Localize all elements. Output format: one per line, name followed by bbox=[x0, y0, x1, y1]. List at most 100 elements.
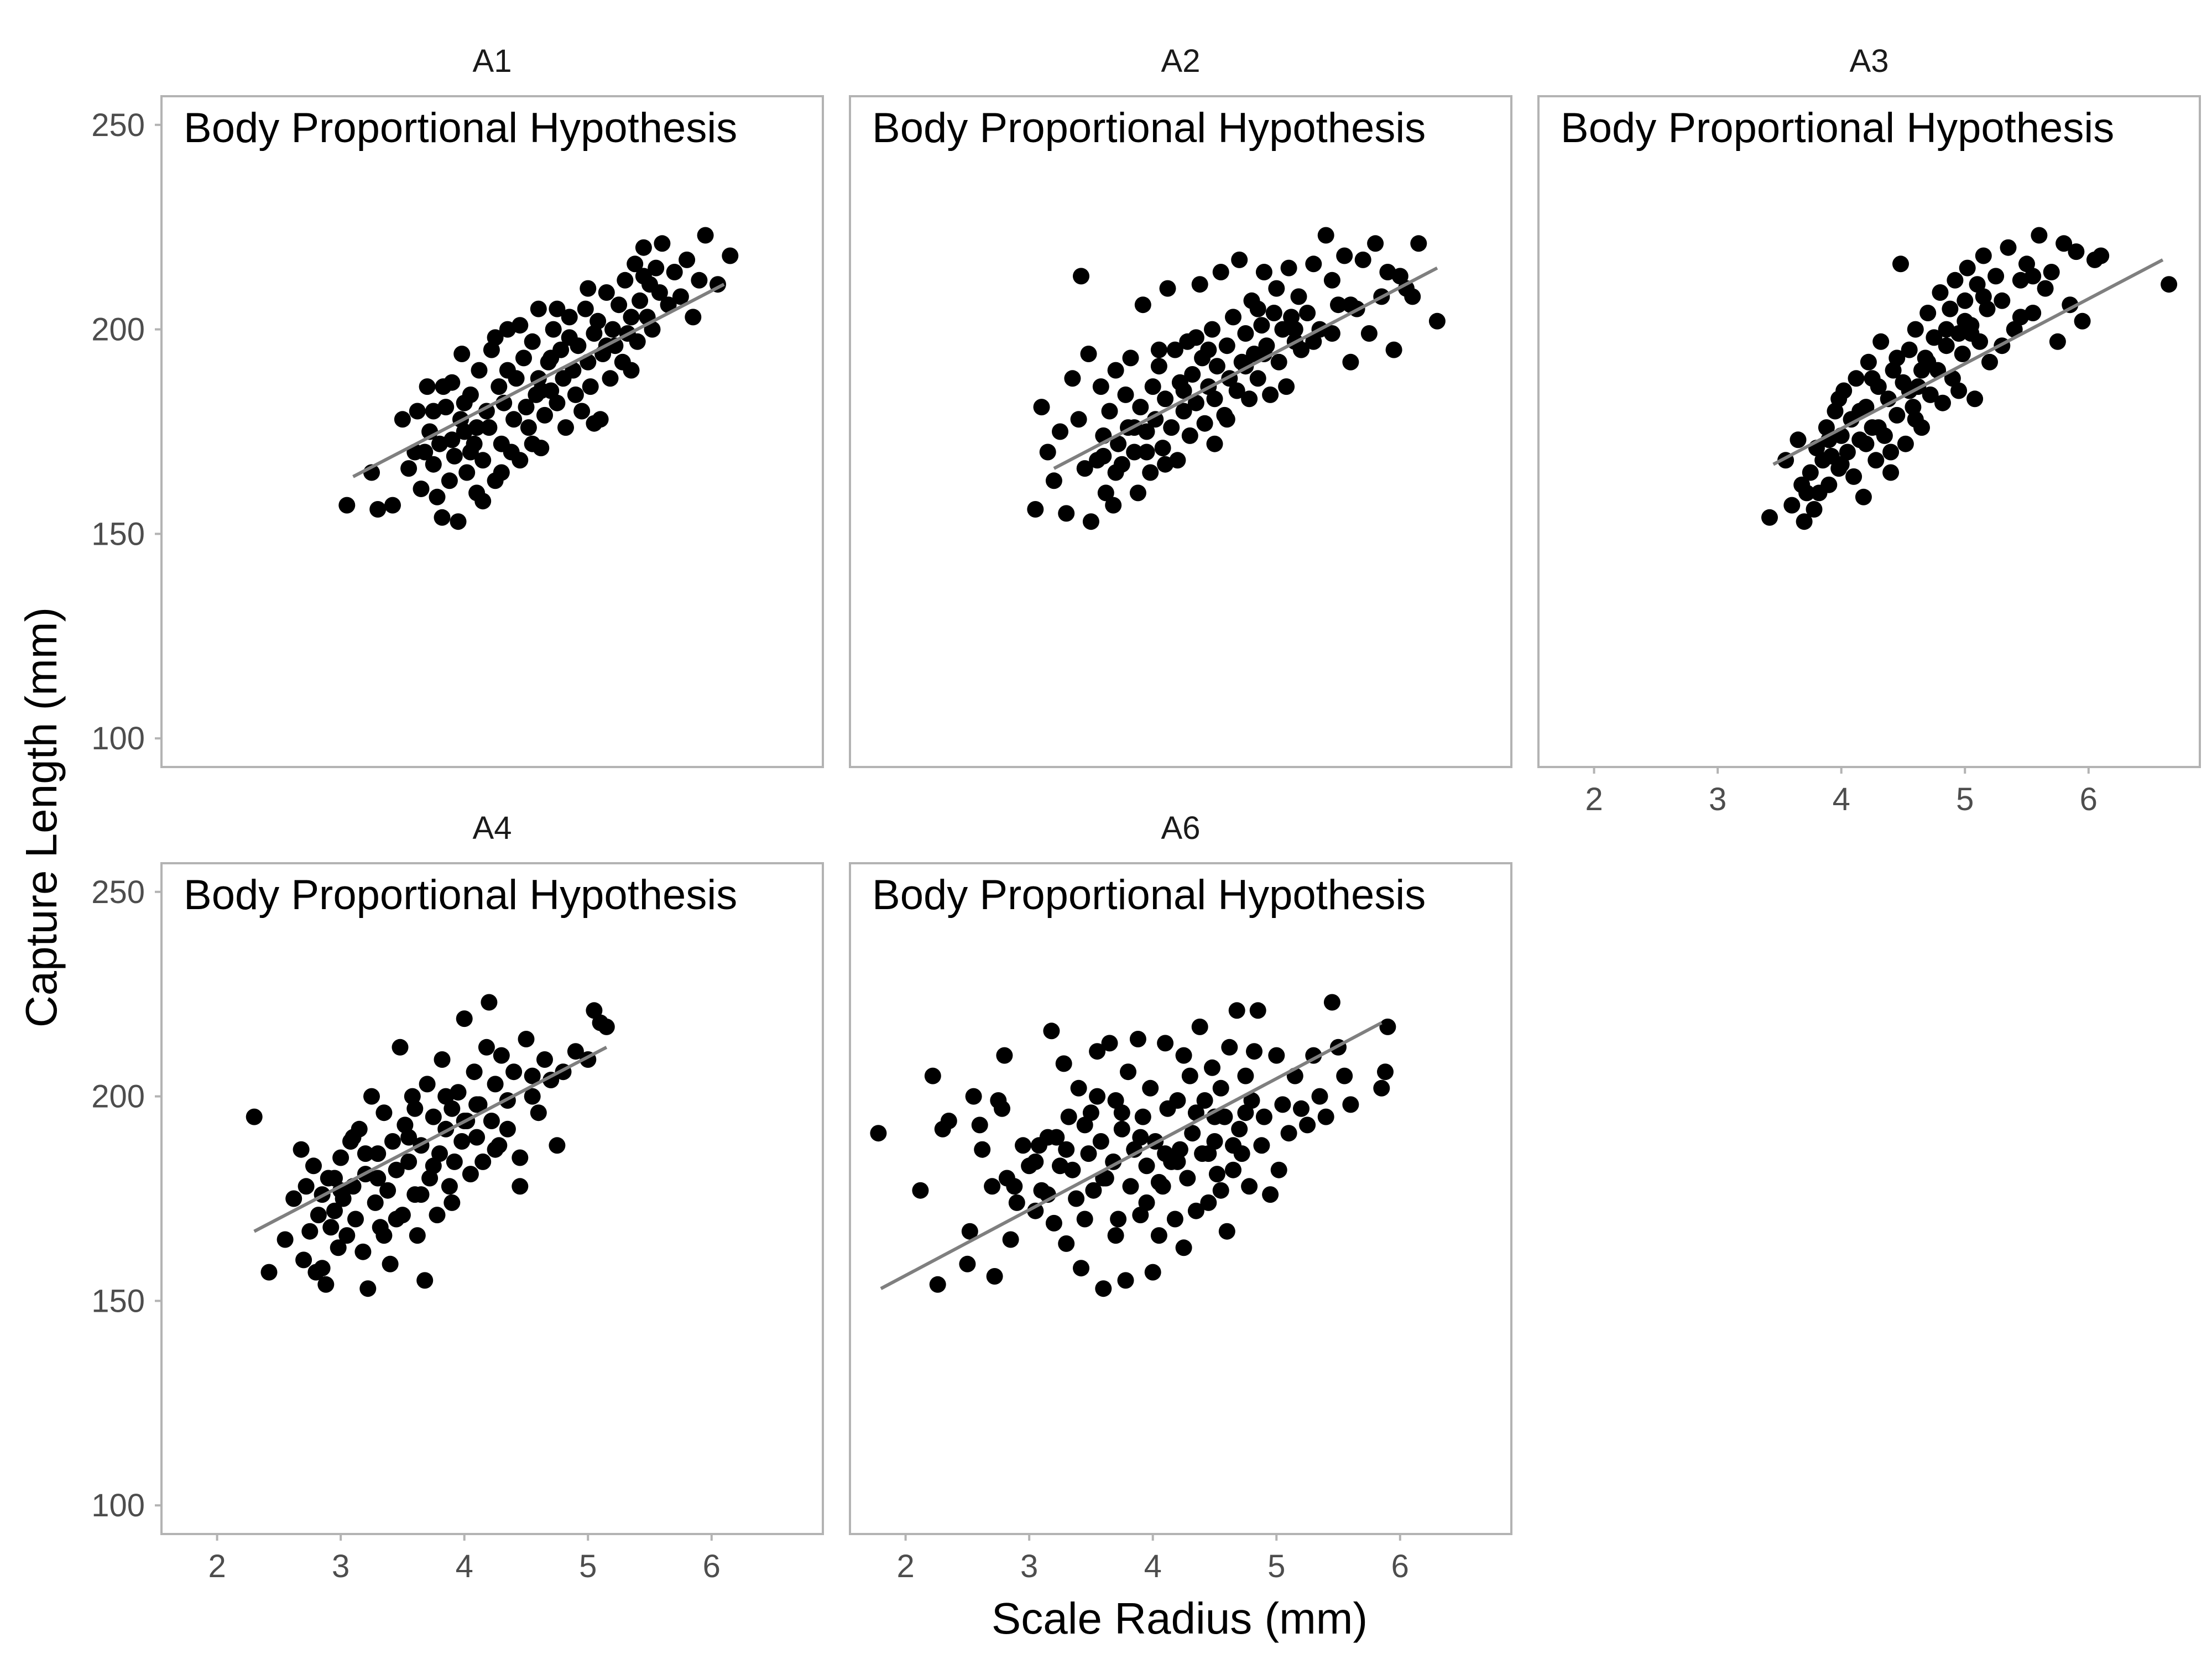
data-point bbox=[1122, 349, 1139, 367]
data-point bbox=[530, 300, 547, 317]
data-point bbox=[623, 309, 640, 326]
data-point bbox=[413, 481, 430, 497]
data-point bbox=[1845, 468, 1863, 485]
data-point bbox=[924, 1067, 941, 1084]
data-point bbox=[1225, 309, 1241, 326]
panel-border bbox=[1537, 95, 2201, 768]
data-point bbox=[1206, 435, 1223, 452]
data-point bbox=[870, 1125, 887, 1142]
data-point bbox=[1848, 370, 1865, 387]
data-point bbox=[648, 259, 665, 276]
data-point bbox=[1166, 341, 1183, 358]
points-group bbox=[1027, 227, 1446, 530]
data-point bbox=[1798, 484, 1815, 502]
data-point bbox=[1761, 509, 1778, 526]
data-point bbox=[1243, 1092, 1260, 1109]
data-point bbox=[512, 452, 529, 469]
data-point bbox=[357, 1145, 374, 1162]
data-point bbox=[345, 1129, 362, 1146]
data-point bbox=[1218, 411, 1235, 428]
data-point bbox=[1200, 341, 1217, 358]
x-tick-label: 4 bbox=[456, 1548, 473, 1584]
data-point bbox=[530, 1104, 547, 1121]
data-point bbox=[2074, 312, 2091, 330]
data-point bbox=[1045, 472, 1062, 489]
data-point bbox=[1870, 419, 1887, 436]
data-point bbox=[1268, 1047, 1285, 1064]
data-point bbox=[1959, 259, 1976, 276]
data-point bbox=[1191, 1018, 1208, 1035]
data-point bbox=[1783, 497, 1801, 514]
data-point bbox=[586, 1002, 603, 1019]
data-point bbox=[1212, 1079, 1229, 1097]
data-point bbox=[1175, 403, 1192, 420]
data-point bbox=[1249, 300, 1266, 317]
data-point bbox=[471, 362, 488, 379]
data-point bbox=[416, 444, 434, 461]
data-point bbox=[1058, 1235, 1075, 1252]
y-tick-label: 200 bbox=[91, 1079, 145, 1115]
data-point bbox=[549, 1137, 566, 1154]
data-point bbox=[1981, 353, 1998, 371]
data-point bbox=[520, 419, 537, 436]
data-point bbox=[487, 1076, 504, 1093]
data-point bbox=[468, 1096, 486, 1113]
data-point bbox=[347, 1211, 364, 1228]
data-point bbox=[611, 296, 628, 314]
data-point bbox=[444, 1194, 461, 1211]
data-point bbox=[483, 1113, 500, 1129]
data-point bbox=[1218, 1223, 1235, 1240]
data-point bbox=[1033, 399, 1050, 416]
data-point bbox=[1231, 1120, 1248, 1138]
data-point bbox=[1008, 1194, 1025, 1211]
data-point bbox=[965, 1088, 982, 1105]
data-point bbox=[1206, 1133, 1223, 1150]
data-point bbox=[1169, 1153, 1186, 1170]
data-point bbox=[1138, 1157, 1155, 1175]
data-point bbox=[1225, 1161, 1241, 1178]
data-point bbox=[629, 333, 646, 350]
panel-annotation: Body Proportional Hypothesis bbox=[872, 105, 1426, 152]
data-point bbox=[1360, 325, 1378, 342]
data-point bbox=[2000, 239, 2017, 256]
data-point bbox=[293, 1141, 310, 1158]
data-point bbox=[1278, 378, 1295, 395]
data-point bbox=[533, 382, 550, 399]
panel-annotation: Body Proportional Hypothesis bbox=[184, 872, 737, 919]
data-point bbox=[1171, 1141, 1188, 1158]
data-point bbox=[1833, 456, 1850, 473]
data-point bbox=[1255, 264, 1272, 280]
data-point bbox=[409, 403, 426, 420]
data-point bbox=[2093, 247, 2110, 264]
y-tick-label: 250 bbox=[91, 874, 145, 910]
data-point bbox=[456, 394, 473, 411]
data-point bbox=[419, 1076, 436, 1093]
data-point bbox=[1820, 476, 1838, 493]
data-point bbox=[2161, 276, 2178, 293]
data-point bbox=[466, 1063, 483, 1081]
x-axis-title: Scale Radius (mm) bbox=[992, 1594, 1368, 1643]
data-point bbox=[635, 268, 652, 285]
data-point bbox=[1113, 1120, 1130, 1138]
data-point bbox=[416, 1272, 434, 1289]
data-point bbox=[462, 1166, 479, 1183]
fit-line bbox=[1772, 258, 2164, 466]
data-point bbox=[1963, 325, 1980, 342]
data-point bbox=[1076, 1117, 1093, 1134]
data-point bbox=[487, 1141, 504, 1158]
data-point bbox=[1157, 1145, 1174, 1162]
data-point bbox=[1212, 264, 1229, 280]
data-point bbox=[940, 1113, 957, 1129]
data-point bbox=[1342, 353, 1359, 371]
data-point bbox=[1105, 497, 1122, 514]
data-point bbox=[1299, 305, 1316, 321]
data-point bbox=[1391, 268, 1408, 285]
data-point bbox=[499, 362, 516, 379]
panel-annotation: Body Proportional Hypothesis bbox=[184, 105, 737, 152]
y-tick-label: 150 bbox=[91, 516, 145, 552]
data-point bbox=[1377, 1063, 1394, 1081]
data-point bbox=[1175, 1047, 1192, 1064]
data-point bbox=[1839, 444, 1856, 461]
